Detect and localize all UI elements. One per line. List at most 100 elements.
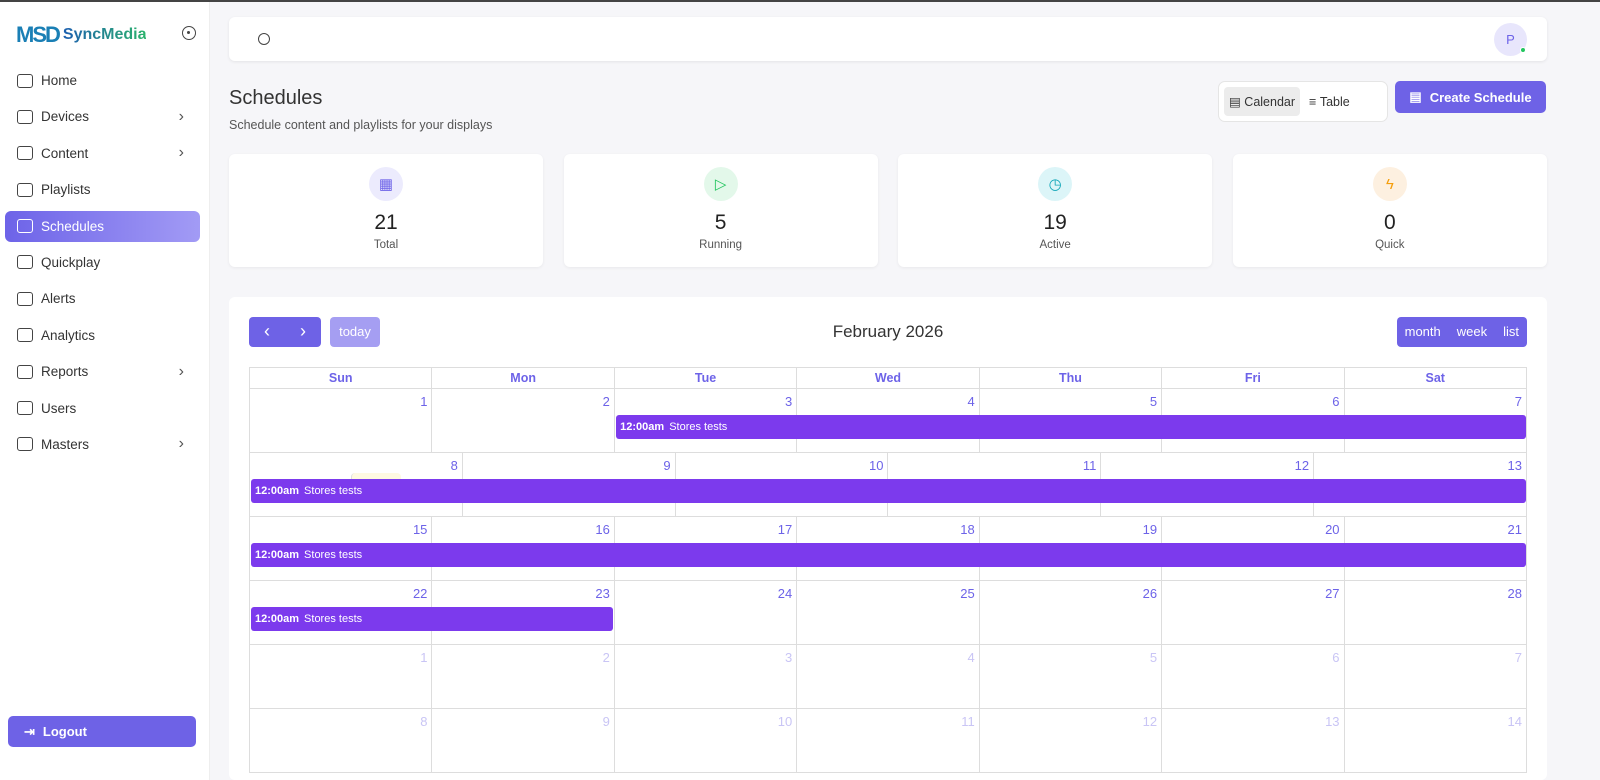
day-cell[interactable]: 3: [613, 645, 796, 708]
day-cell[interactable]: 6: [1161, 645, 1343, 708]
day-cell[interactable]: 2: [431, 645, 613, 708]
day-cell[interactable]: 8: [250, 453, 462, 516]
day-number[interactable]: 6: [1332, 650, 1340, 665]
day-number[interactable]: 8: [450, 458, 458, 473]
day-number[interactable]: 4: [967, 650, 975, 665]
day-number[interactable]: 5: [1149, 650, 1158, 665]
day-number[interactable]: 12: [1142, 714, 1158, 729]
day-cell[interactable]: 13: [1161, 709, 1343, 772]
day-number[interactable]: 13: [1325, 714, 1340, 729]
day-number[interactable]: 10: [869, 458, 884, 473]
sidebar-item-content[interactable]: Content ›: [5, 138, 200, 169]
sidebar-item-label: Alerts: [41, 291, 76, 307]
day-cell[interactable]: 9: [431, 709, 613, 772]
day-cell[interactable]: 26: [978, 581, 1161, 644]
day-number[interactable]: 2: [602, 394, 610, 409]
day-number[interactable]: 10: [777, 714, 793, 729]
day-number[interactable]: 3: [785, 650, 793, 665]
schedule-event[interactable]: 12:00am Stores tests: [616, 415, 1526, 439]
day-number[interactable]: 11: [1082, 458, 1097, 473]
day-cell[interactable]: 3: [613, 389, 796, 452]
weekday-tue: Tue: [613, 368, 796, 388]
home-icon: [17, 73, 33, 88]
today-button[interactable]: today: [330, 317, 380, 347]
day-number[interactable]: 23: [595, 586, 610, 601]
day-number[interactable]: 13: [1507, 458, 1522, 473]
schedule-event[interactable]: 12:00am Stores tests: [251, 607, 614, 631]
sidebar-item-quickplay[interactable]: Quickplay: [5, 247, 200, 278]
prev-month-button[interactable]: ‹: [264, 321, 270, 341]
day-number[interactable]: 21: [1507, 522, 1522, 537]
calendar-view-button[interactable]: ▤ Calendar: [1224, 87, 1301, 116]
pin-sidebar-icon[interactable]: [182, 26, 196, 40]
day-cell[interactable]: 12: [978, 709, 1161, 772]
table-view-button[interactable]: ≡ Table: [1304, 87, 1355, 116]
theme-toggle-sun-icon[interactable]: [258, 33, 270, 45]
sidebar-item-label: Reports: [41, 364, 89, 380]
sidebar-item-label: Playlists: [41, 182, 91, 198]
sidebar-item-devices[interactable]: Devices ›: [5, 101, 200, 132]
day-number[interactable]: 14: [1507, 714, 1522, 729]
day-number[interactable]: 19: [1142, 522, 1158, 537]
sidebar-item-reports[interactable]: Reports ›: [5, 356, 200, 387]
day-number[interactable]: 6: [1332, 394, 1340, 409]
day-cell[interactable]: 11: [796, 709, 978, 772]
day-number[interactable]: 1: [420, 650, 428, 665]
day-cell[interactable]: 14: [1343, 709, 1526, 772]
day-cell[interactable]: 4: [796, 645, 978, 708]
day-number[interactable]: 22: [412, 586, 428, 601]
day-cell[interactable]: 5: [978, 645, 1161, 708]
day-number[interactable]: 9: [602, 714, 610, 729]
logout-button[interactable]: ⇥ Logout: [8, 716, 196, 747]
day-number[interactable]: 18: [960, 522, 975, 537]
day-number[interactable]: 24: [777, 586, 793, 601]
next-month-button[interactable]: ›: [300, 321, 306, 341]
stat-icon: ▷: [703, 167, 738, 201]
day-number[interactable]: 26: [1142, 586, 1158, 601]
day-cell[interactable]: 28: [1343, 581, 1526, 644]
day-number[interactable]: 3: [785, 394, 793, 409]
day-number[interactable]: 7: [1514, 650, 1522, 665]
day-number[interactable]: 5: [1149, 394, 1158, 409]
avatar[interactable]: P: [1494, 23, 1527, 56]
day-number[interactable]: 12: [1294, 458, 1310, 473]
week-view-button[interactable]: week: [1456, 324, 1488, 339]
day-cell[interactable]: 1: [250, 389, 431, 452]
day-number[interactable]: 1: [420, 394, 428, 409]
day-number[interactable]: 16: [595, 522, 610, 537]
create-schedule-button[interactable]: ▤ Create Schedule: [1395, 81, 1546, 113]
day-number[interactable]: 2: [602, 650, 610, 665]
day-number[interactable]: 27: [1325, 586, 1340, 601]
sidebar-item-schedules[interactable]: Schedules: [5, 210, 200, 242]
sidebar-item-analytics[interactable]: Analytics: [5, 320, 200, 351]
month-view-button[interactable]: month: [1404, 324, 1441, 339]
day-number[interactable]: 28: [1507, 586, 1522, 601]
day-cell[interactable]: 7: [1343, 645, 1526, 708]
day-number[interactable]: 4: [967, 394, 975, 409]
schedule-event[interactable]: 12:00am Stores tests: [251, 479, 1526, 503]
day-number[interactable]: 8: [420, 714, 428, 729]
day-number[interactable]: 20: [1325, 522, 1340, 537]
list-view-button[interactable]: list: [1503, 324, 1519, 339]
day-cell[interactable]: 2: [431, 389, 613, 452]
schedule-event[interactable]: 12:00am Stores tests: [251, 543, 1526, 567]
day-cell[interactable]: 24: [613, 581, 796, 644]
sidebar-item-masters[interactable]: Masters ›: [5, 429, 200, 460]
day-cell[interactable]: 8: [250, 709, 431, 772]
day-cell[interactable]: 10: [613, 709, 796, 772]
day-cell[interactable]: 22: [250, 581, 431, 644]
sidebar-item-playlists[interactable]: Playlists: [5, 174, 200, 205]
day-number[interactable]: 17: [777, 522, 793, 537]
day-number[interactable]: 9: [663, 458, 671, 473]
sidebar-item-users[interactable]: Users: [5, 393, 200, 424]
day-cell[interactable]: 15: [250, 517, 431, 580]
day-number[interactable]: 25: [960, 586, 975, 601]
day-cell[interactable]: 1: [250, 645, 431, 708]
day-number[interactable]: 11: [961, 714, 975, 729]
day-cell[interactable]: 25: [796, 581, 978, 644]
sidebar-item-home[interactable]: Home: [5, 65, 200, 96]
day-number[interactable]: 7: [1514, 394, 1522, 409]
day-number[interactable]: 15: [412, 522, 428, 537]
day-cell[interactable]: 27: [1161, 581, 1343, 644]
sidebar-item-alerts[interactable]: Alerts: [5, 283, 200, 314]
